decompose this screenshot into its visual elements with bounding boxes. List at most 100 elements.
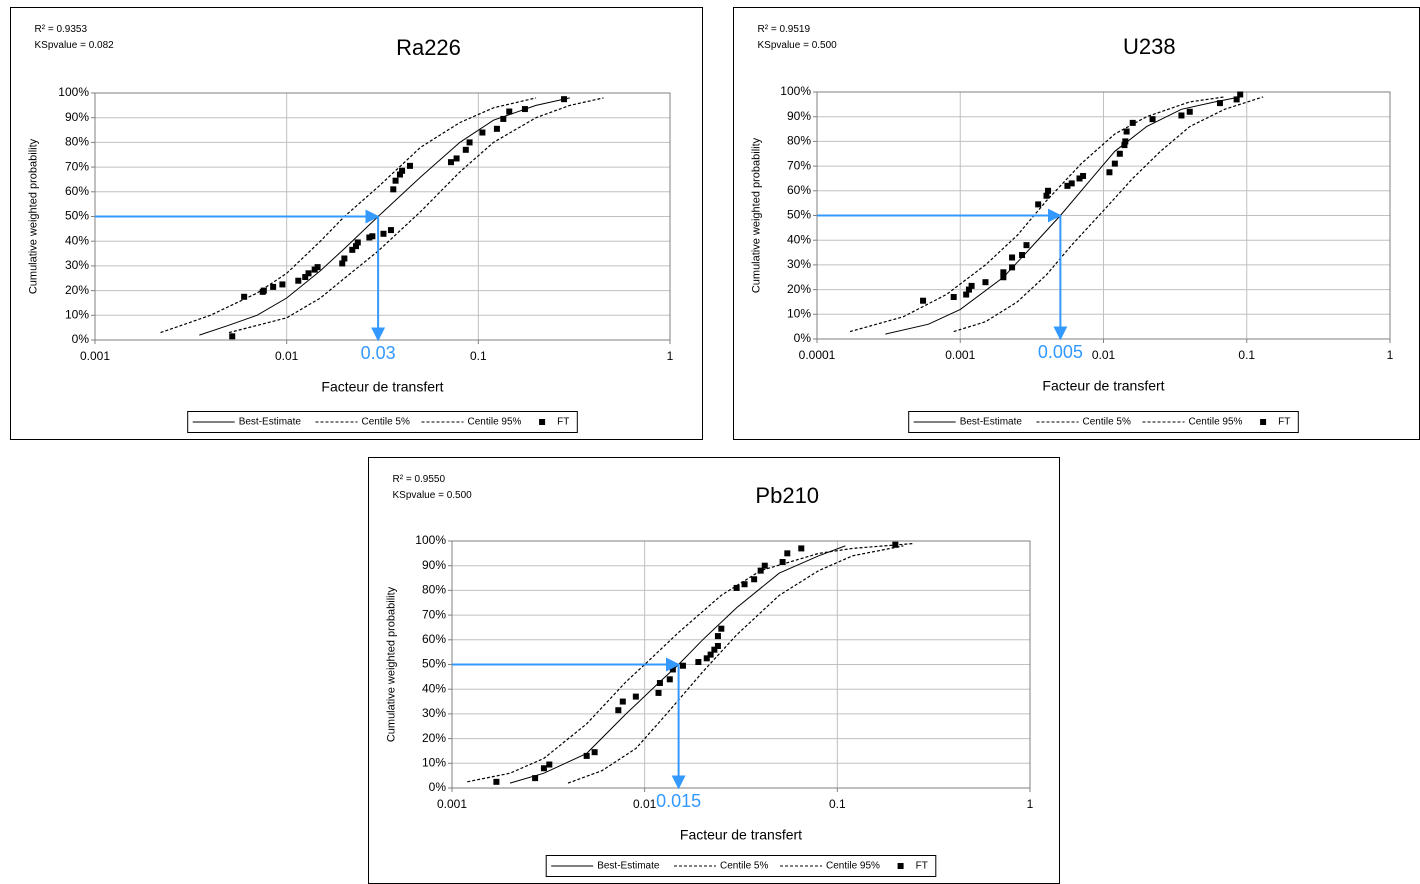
data-point <box>462 146 469 153</box>
chart-title: U238 <box>1123 34 1176 59</box>
y-tick-label: 20% <box>787 282 811 296</box>
y-tick-label: 20% <box>65 283 89 297</box>
data-point <box>241 293 248 300</box>
x-tick-label: 0.001 <box>437 797 467 811</box>
data-point <box>1043 192 1050 199</box>
y-tick-label: 40% <box>422 681 446 695</box>
x-tick-label: 0.0001 <box>799 348 836 362</box>
legend-box <box>187 411 578 433</box>
data-point <box>1233 96 1240 103</box>
data-point <box>302 274 309 281</box>
data-point <box>718 625 725 632</box>
data-point <box>711 646 718 653</box>
legend-label: Best-Estimate <box>239 417 302 428</box>
legend-label: Centile 95% <box>1189 417 1243 428</box>
annotation-label: 0.015 <box>656 791 701 811</box>
data-point <box>339 260 346 267</box>
series-line <box>467 542 915 783</box>
data-point <box>714 642 721 649</box>
stat-text: KSpvalue = 0.500 <box>393 490 473 501</box>
data-point <box>892 541 899 548</box>
data-point <box>703 655 710 662</box>
data-point <box>784 550 791 557</box>
stat-text: R² = 0.9353 <box>35 24 88 35</box>
x-tick-label: 1 <box>667 349 674 363</box>
legend-box <box>908 411 1299 433</box>
data-point <box>666 676 673 683</box>
data-point <box>619 698 626 705</box>
legend-label: Centile 5% <box>720 861 768 872</box>
y-tick-label: 100% <box>415 533 446 547</box>
series-line <box>885 96 1241 335</box>
data-point <box>354 239 361 246</box>
x-tick-label: 0.1 <box>1238 348 1255 362</box>
legend-label: Centile 95% <box>826 861 880 872</box>
y-tick-label: 40% <box>787 232 811 246</box>
legend-label: FT <box>1278 417 1290 428</box>
y-tick-label: 10% <box>422 755 446 769</box>
data-point <box>733 584 740 591</box>
y-tick-label: 60% <box>787 183 811 197</box>
data-point <box>1216 100 1223 107</box>
annotation-label: 0.005 <box>1038 342 1083 362</box>
stat-text: KSpvalue = 0.082 <box>35 40 115 51</box>
y-axis-label: Cumulative weighted probability <box>750 137 762 293</box>
data-point <box>1000 269 1007 276</box>
y-tick-label: 50% <box>787 208 811 222</box>
data-point <box>965 286 972 293</box>
data-point <box>532 775 539 782</box>
data-point <box>406 162 413 169</box>
data-point <box>920 297 927 304</box>
data-point <box>380 230 387 237</box>
legend-label: FT <box>916 861 928 872</box>
data-point <box>270 283 277 290</box>
chart: 0% 10% 20% 30% 40% 50% 60% 70% 80% 90% 100% 0.001 0.… <box>10 7 703 440</box>
data-point <box>229 333 236 340</box>
y-tick-label: 60% <box>422 632 446 646</box>
y-tick-label: 50% <box>422 657 446 671</box>
data-point <box>392 177 399 184</box>
chart-frame <box>368 457 1060 884</box>
data-point <box>369 233 376 240</box>
legend-label: Best-Estimate <box>597 861 660 872</box>
series-line <box>849 96 1225 333</box>
y-tick-label: 50% <box>65 209 89 223</box>
y-tick-label: 80% <box>787 134 811 148</box>
y-tick-label: 90% <box>65 110 89 124</box>
data-point <box>1000 274 1007 281</box>
data-point <box>798 545 805 552</box>
series-line <box>228 97 604 334</box>
data-point <box>591 749 598 756</box>
data-point <box>1064 182 1071 189</box>
data-point <box>1122 138 1129 145</box>
chart-title: Ra226 <box>396 35 461 60</box>
legend-label: Centile 5% <box>362 417 410 428</box>
chart-frame <box>733 7 1420 440</box>
data-point <box>546 761 553 768</box>
y-tick-label: 60% <box>65 184 89 198</box>
data-point <box>506 108 513 115</box>
y-tick-label: 0% <box>794 331 812 345</box>
data-point <box>352 243 359 250</box>
y-tick-label: 0% <box>72 332 90 346</box>
legend-box <box>545 855 937 877</box>
chart-frame <box>10 7 703 440</box>
x-tick-label: 0.01 <box>633 797 657 811</box>
data-point <box>260 287 267 294</box>
data-point <box>656 680 663 687</box>
data-point <box>741 581 748 588</box>
data-point <box>493 125 500 132</box>
data-point <box>447 159 454 166</box>
data-point <box>1023 242 1030 249</box>
y-tick-label: 10% <box>787 306 811 320</box>
y-tick-label: 80% <box>65 135 89 149</box>
x-tick-label: 0.01 <box>1092 348 1116 362</box>
data-point <box>982 279 989 286</box>
y-tick-label: 10% <box>65 307 89 321</box>
data-point <box>341 255 348 262</box>
data-point <box>1178 112 1185 119</box>
data-point <box>968 282 975 289</box>
chart-title: Pb210 <box>755 483 819 508</box>
data-point <box>1009 264 1016 271</box>
